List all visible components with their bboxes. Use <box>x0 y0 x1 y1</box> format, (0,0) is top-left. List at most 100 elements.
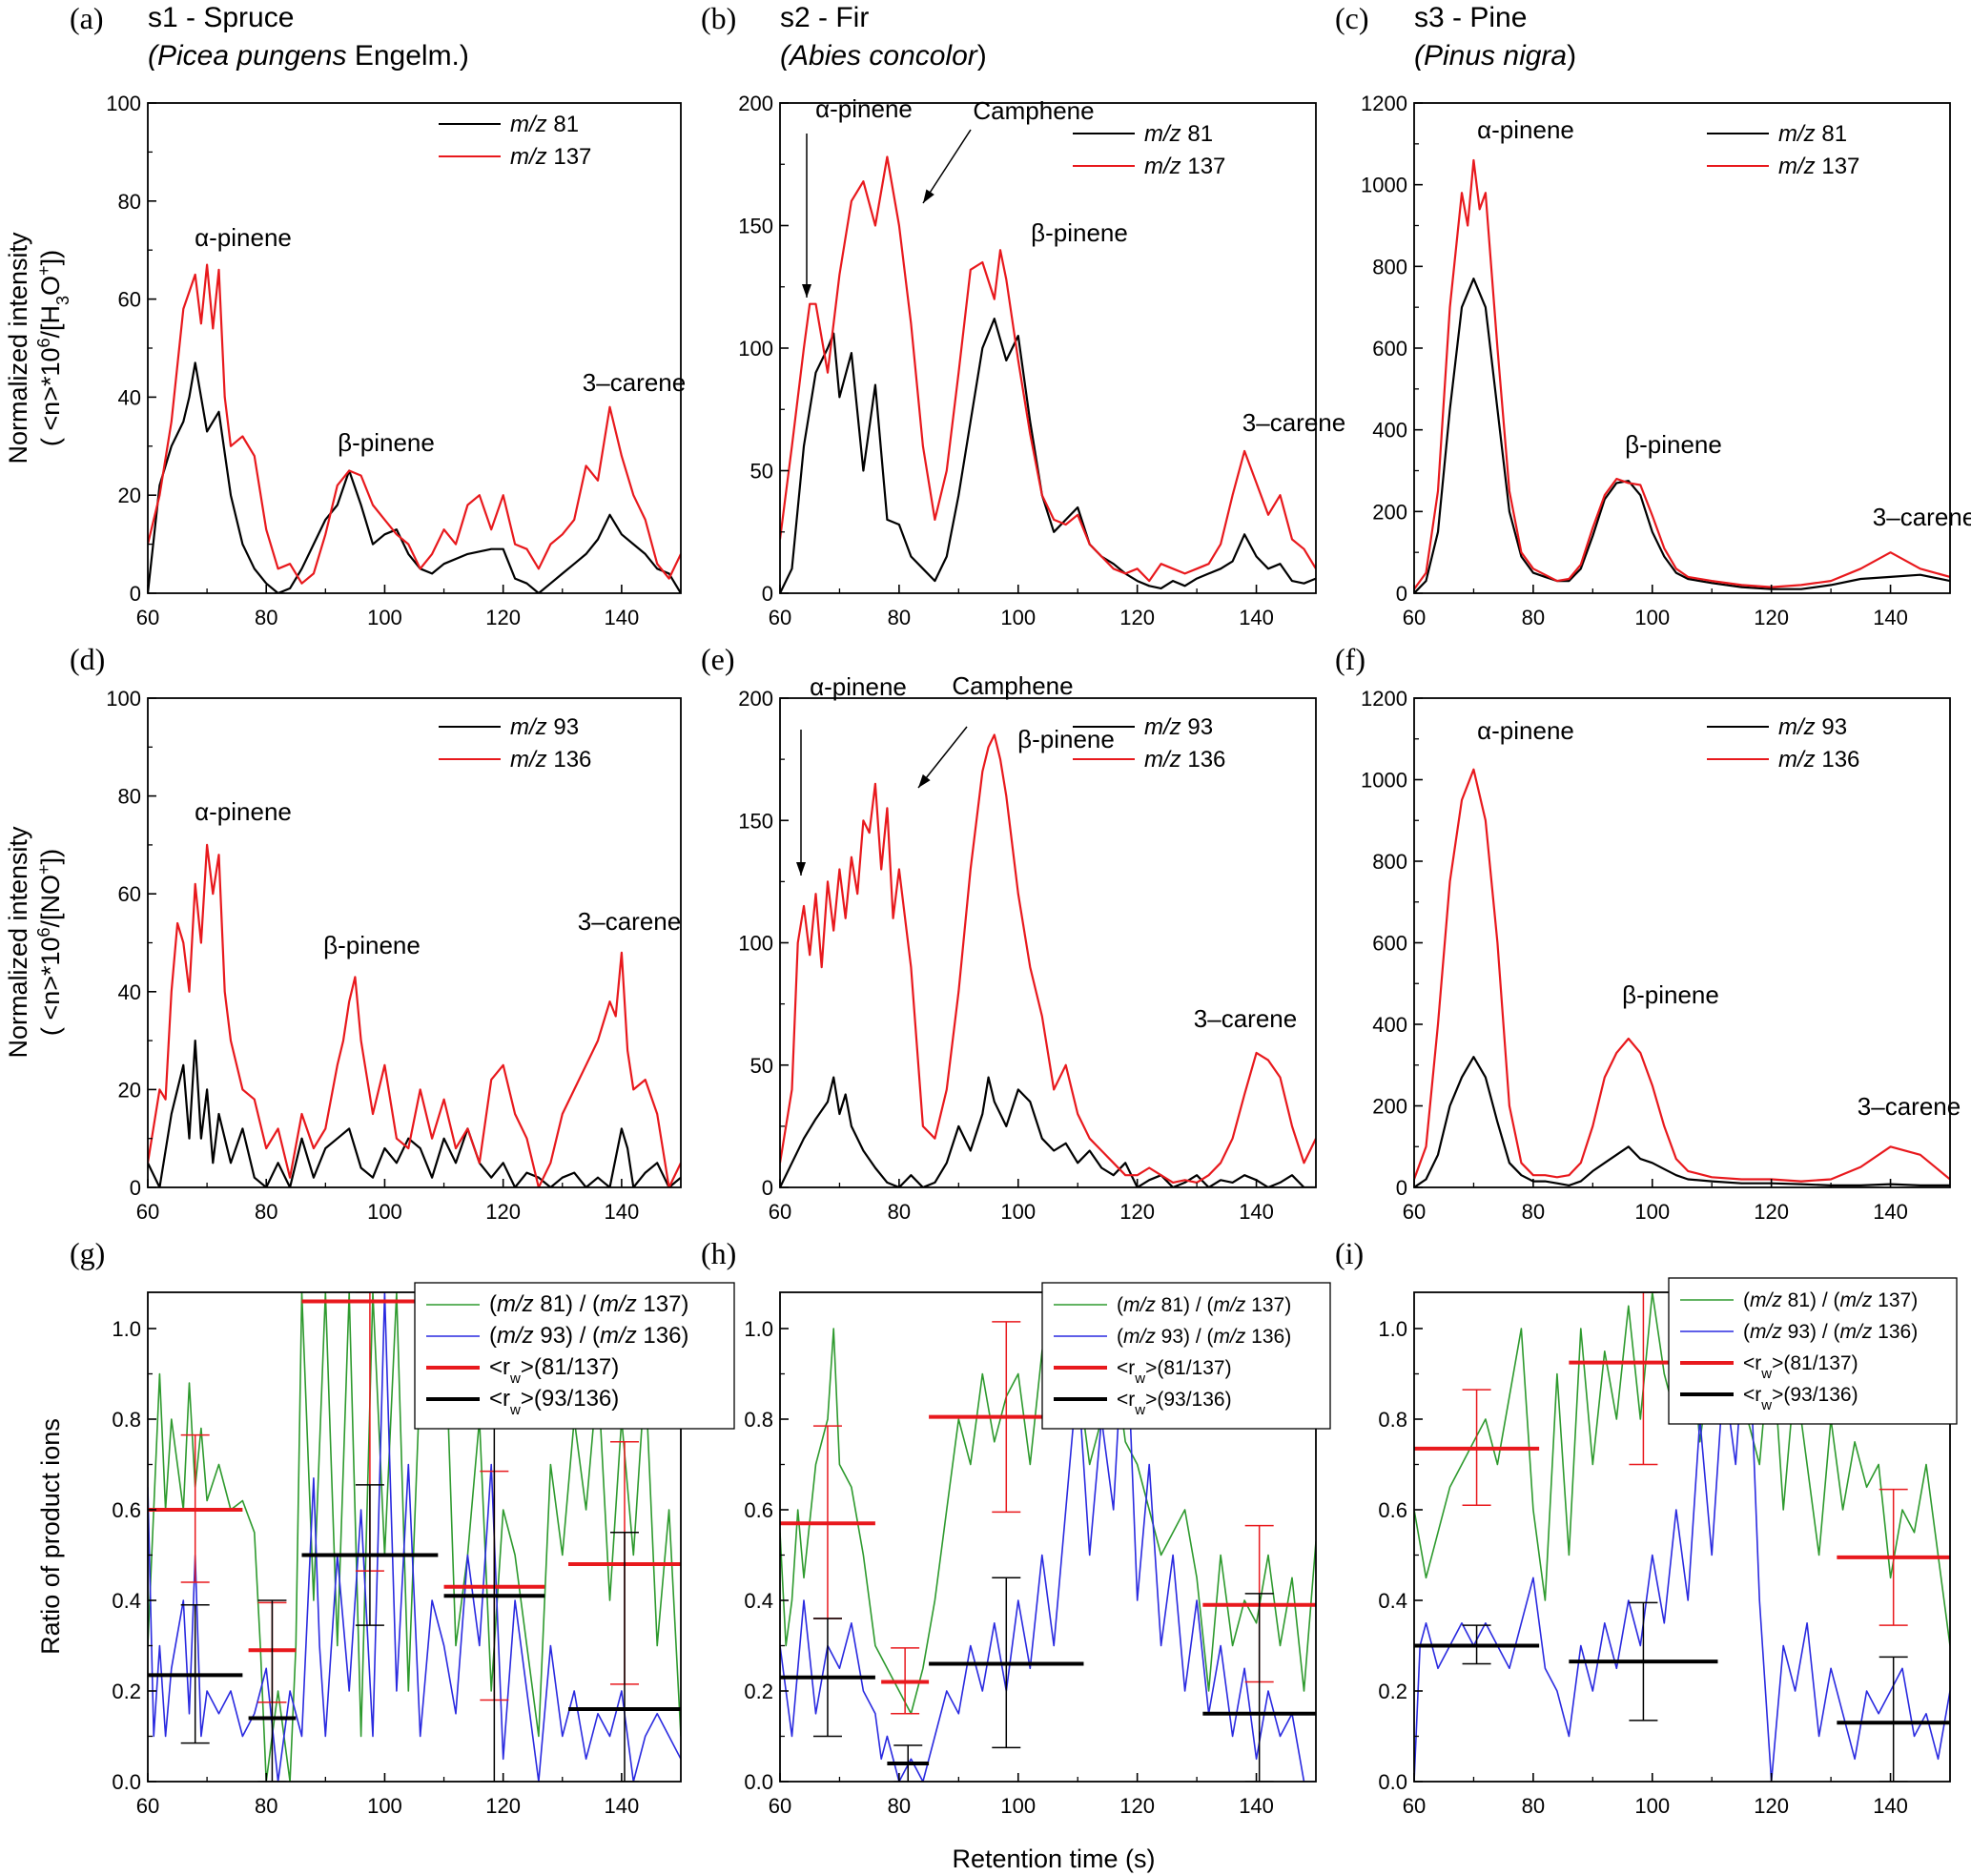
x-tick-label: 100 <box>1000 606 1036 629</box>
legend: m/z 81 m/z 137 <box>1073 121 1225 179</box>
y-tick-label: 80 <box>118 190 141 214</box>
panel-letter: (d) <box>70 642 105 676</box>
arrow-head <box>923 189 934 203</box>
legend-label: m/z 137 <box>1778 154 1859 179</box>
legend: m/z 93 m/z 136 <box>439 714 591 773</box>
peak-label: α-pinene <box>1477 115 1574 144</box>
plot-frame <box>147 102 682 594</box>
y-tick-label: 0.4 <box>112 1589 141 1613</box>
peak-label: α-pinene <box>1477 716 1574 745</box>
x-tick-label: 60 <box>136 1200 159 1224</box>
series-line-2 <box>148 843 681 1187</box>
legend-label: (m/z 93) / (m/z 136) <box>1743 1321 1918 1343</box>
y-tick-label: 0 <box>1396 1176 1407 1200</box>
y-tick-label: 0.8 <box>1378 1408 1407 1432</box>
legend-box <box>414 1282 735 1430</box>
species-name: (Picea pungens Engelm.) <box>148 40 469 72</box>
peak-label: β-pinene <box>1031 218 1128 247</box>
peak-label: 3–carene <box>1873 503 1971 531</box>
y-tick-label: 600 <box>1372 337 1407 361</box>
error-bar <box>1244 1593 1274 1782</box>
series-line-1 <box>780 318 1316 593</box>
legend-label: (m/z 81) / (m/z 137) <box>1117 1294 1291 1316</box>
y-tick-label: 0.6 <box>1378 1498 1407 1522</box>
legend: (m/z 81) / (m/z 137) (m/z 93) / (m/z 136)… <box>1668 1277 1958 1425</box>
peak-label: β-pinene <box>1017 725 1115 753</box>
y-tick-label: 0 <box>1396 582 1407 606</box>
legend-label: <rw>(93/136) <box>1743 1384 1858 1413</box>
panel-b: 60 80 100 120 140 0 50 100 150 200 (b) α-pinene Camp… <box>701 1 1345 629</box>
panel-letter: (i) <box>1335 1236 1364 1270</box>
x-tick-label: 140 <box>1239 1200 1274 1224</box>
x-tick-label: 80 <box>255 1794 277 1818</box>
y-tick-label: 0.0 <box>744 1770 773 1794</box>
series-line-1 <box>1414 1056 1950 1187</box>
x-tick-label: 80 <box>888 1200 911 1224</box>
x-tick-label: 140 <box>1873 1200 1908 1224</box>
peak-label: 3–carene <box>583 368 686 397</box>
legend-label: (m/z 81) / (m/z 137) <box>1743 1289 1918 1311</box>
legend: m/z 93 m/z 136 <box>1707 714 1859 773</box>
y-axis-label: Ratio of product ions <box>36 1418 65 1655</box>
column-title: s2 - Fir <box>780 2 869 33</box>
y-tick-label: 100 <box>106 92 141 115</box>
legend-label: <rw>(81/137) <box>489 1354 619 1387</box>
panel-e: 60 80 100 120 140 0 50 100 150 200(e) α-pinene Camp… <box>701 642 1317 1224</box>
y-axis-label: Normalized intensity( <n>*106/[NO+]) <box>4 826 65 1059</box>
panel-i: 60 80 100 120 140 0.0 0.2 0.4 0.6 0.8 1.0 (i) (m/z 8… <box>1335 1236 1958 1818</box>
series-line-1 <box>148 361 681 593</box>
arrow-line <box>922 129 972 204</box>
legend-label: m/z 93 <box>1778 714 1847 740</box>
legend-label: m/z 81 <box>510 112 579 137</box>
y-tick-label: 20 <box>118 484 141 507</box>
column-title: s1 - Spruce <box>148 2 294 33</box>
x-tick-label: 80 <box>1522 1794 1545 1818</box>
series-line-2 <box>148 1292 681 1782</box>
y-tick-label: 0.2 <box>112 1680 141 1703</box>
x-tick-label: 100 <box>1634 1794 1670 1818</box>
y-tick-label: 600 <box>1372 932 1407 956</box>
series-line-2 <box>780 1292 1316 1782</box>
legend-label: <rw>(93/136) <box>1117 1389 1232 1418</box>
series-line-2 <box>148 263 681 585</box>
legend-label: m/z 136 <box>1144 747 1225 773</box>
y-tick-label: 400 <box>1372 1013 1407 1037</box>
legend: m/z 81 m/z 137 <box>1707 121 1859 179</box>
panel-c: 60 80 100 120 140 0 200 400 600 800 1000 1200 (c) α-p… <box>1335 1 1971 629</box>
plot-frame <box>1413 102 1951 594</box>
panel-letter: (b) <box>701 1 736 35</box>
peak-label: Camphene <box>973 96 1094 125</box>
legend-box <box>1668 1277 1958 1425</box>
peak-label: α-pinene <box>195 223 292 252</box>
y-tick-label: 200 <box>738 687 773 711</box>
y-tick-label: 800 <box>1372 255 1407 278</box>
peak-label: 3–carene <box>1858 1092 1961 1121</box>
legend-label: <rw>(81/137) <box>1117 1357 1232 1387</box>
legend: (m/z 81) / (m/z 137) (m/z 93) / (m/z 136)… <box>414 1282 735 1430</box>
y-tick-label: 200 <box>1372 1095 1407 1119</box>
plot-frame <box>779 697 1317 1188</box>
y-tick-label: 0 <box>130 582 141 606</box>
x-tick-label: 100 <box>367 1794 402 1818</box>
x-tick-label: 140 <box>1873 1794 1908 1818</box>
x-tick-label: 120 <box>1754 1794 1789 1818</box>
series-line-2 <box>1414 1292 1950 1782</box>
y-tick-label: 0.6 <box>112 1498 141 1522</box>
y-tick-label: 150 <box>738 215 773 238</box>
panel-f: 60 80 100 120 140 0 200 400 600 800 1000 1200 (f) α-p… <box>1335 642 1961 1224</box>
y-tick-label: 0.0 <box>1378 1770 1407 1794</box>
error-bar <box>609 1532 639 1782</box>
panel-h: 60 80 100 120 140 0.0 0.2 0.4 0.6 0.8 1.0 (h) (m/z 8… <box>701 1236 1331 1818</box>
y-tick-label: 0.8 <box>744 1408 773 1432</box>
x-tick-label: 100 <box>1634 606 1670 629</box>
series-line-1 <box>1414 278 1950 593</box>
x-tick-label: 100 <box>367 1200 402 1224</box>
x-tick-label: 100 <box>367 606 402 629</box>
y-tick-label: 1200 <box>1361 92 1407 115</box>
y-tick-label: 0.0 <box>112 1770 141 1794</box>
plot-frame <box>779 102 1317 594</box>
x-tick-label: 80 <box>1522 606 1545 629</box>
series-line-1 <box>780 1292 1316 1715</box>
x-tick-label: 140 <box>605 1200 640 1224</box>
